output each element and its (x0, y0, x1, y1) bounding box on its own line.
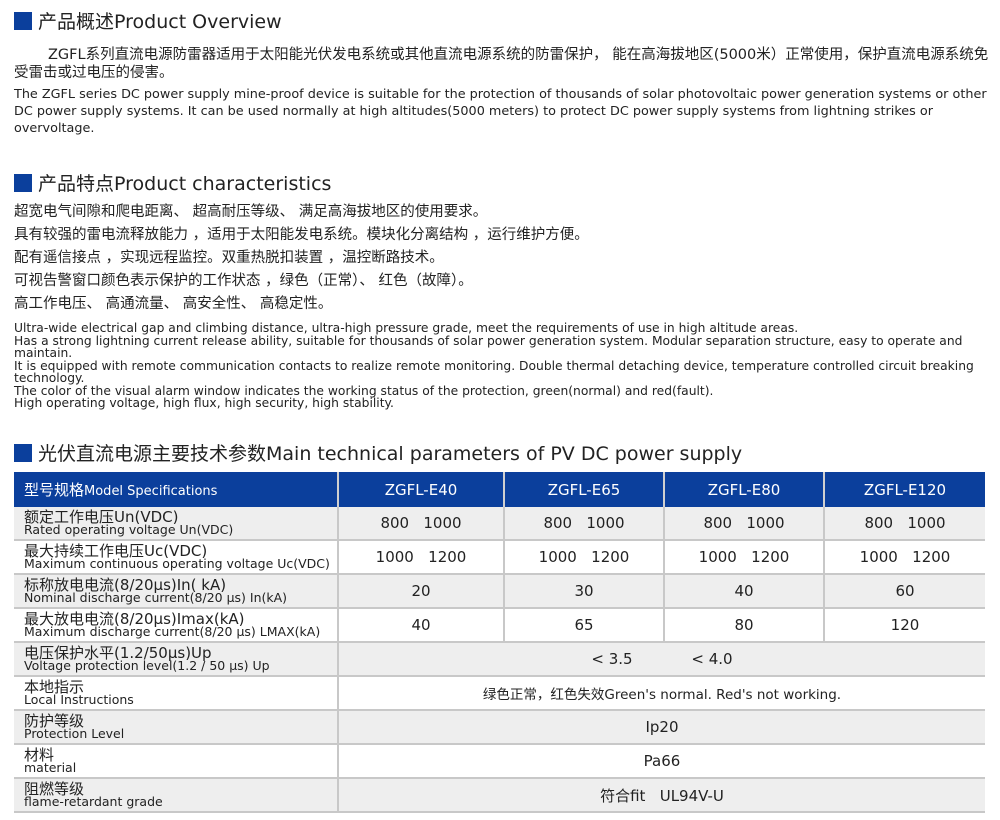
char-en-item: It is equipped with remote communication… (14, 358, 974, 385)
table-row: 防护等级 Protection Level Ip20 (14, 710, 985, 745)
header-model: ZGFL-E40 (338, 472, 505, 507)
table-row: 最大持续工作电压Uc(VDC) Maximum continuous operat… (14, 540, 985, 575)
row-label-zh: 最大持续工作电压Uc(VDC) (24, 542, 208, 560)
table-row: 最大放电电流(8/20μs)Imax(kA) Maximum discharge … (14, 608, 985, 643)
row-label: 本地指示 Local Instructions (14, 676, 339, 711)
overview-heading: 产品概述Product Overview (14, 7, 282, 34)
char-en-item: High operating voltage, high flux, high … (14, 396, 394, 410)
row-label-zh: 本地指示 (24, 678, 85, 696)
square-bullet-icon (14, 173, 32, 192)
row-label: 最大放电电流(8/20μs)Imax(kA) Maximum discharge … (14, 608, 339, 643)
characteristics-heading: 产品特点Product characteristics (14, 169, 331, 196)
row-label: 标称放电电流(8/20μs)In( kA) Nominal discharge c… (14, 574, 339, 609)
params-table: 型号规格Model Specifications ZGFL-E40 ZGFL-E… (14, 472, 985, 813)
row-label-zh: 材料 (24, 746, 55, 764)
row-value: 20 (338, 574, 505, 609)
char-zh-item: 具有较强的雷电流释放能力 ，适用于太阳能发电系统。模块化分离结构 ，运行维护方便… (14, 227, 589, 243)
table-header: 型号规格Model Specifications ZGFL-E40 ZGFL-E… (14, 472, 985, 507)
char-en-item: Ultra-wide electrical gap and climbing d… (14, 321, 799, 335)
row-merged-value: Pa66 (338, 744, 985, 779)
row-label-en: flame-retardant grade (24, 794, 163, 809)
row-value: 1000 1200 (338, 540, 505, 575)
row-value: 800 1000 (338, 507, 505, 541)
char-en-item: Has a strong lightning current release a… (14, 333, 963, 360)
row-value: 60 (824, 574, 985, 609)
row-label: 电压保护水平(1.2/50μs)Up Voltage protection lev… (14, 642, 339, 677)
row-value: 40 (664, 574, 825, 609)
row-label-en: Maximum continuous operating voltage Uc(… (24, 556, 330, 571)
row-label-zh: 电压保护水平(1.2/50μs)Up (24, 644, 212, 662)
row-label: 最大持续工作电压Uc(VDC) Maximum continuous operat… (14, 540, 339, 575)
row-value: 80 (664, 608, 825, 643)
row-label-en: Rated operating voltage Un(VDC) (24, 522, 234, 537)
overview-zh: ZGFL系列直流电源防雷器适用于太阳能光伏发电系统或其他直流电源系统的防雷保护，… (14, 47, 989, 81)
row-label-en: Maximum discharge current(8/20 μs) LMAX(… (24, 624, 321, 639)
row-label-en: material (24, 760, 77, 775)
row-merged-value: < 3.5 < 4.0 (338, 642, 985, 677)
char-zh-item: 配有遥信接点 ，实现远程监控。双重热脱扣装置 ，温控断路技术。 (14, 250, 444, 266)
row-label-en: Voltage protection level(1.2 / 50 μs) Up (24, 658, 270, 673)
row-label-zh: 标称放电电流(8/20μs)In( kA) (24, 576, 227, 594)
row-value: 40 (338, 608, 505, 643)
row-value: 800 1000 (504, 507, 665, 541)
table-row: 本地指示 Local Instructions 绿色正常，红色失效Green's n… (14, 676, 985, 711)
char-zh-item: 超宽电气间隙和爬电距离、 超高耐压等级、 满足高海拔地区的使用要求。 (14, 204, 488, 220)
row-merged-value: 绿色正常，红色失效Green's normal. Red's not worki… (338, 676, 985, 711)
row-label: 额定工作电压Un(VDC) Rated operating voltage Un(… (14, 507, 339, 541)
table-row: 标称放电电流(8/20μs)In( kA) Nominal discharge c… (14, 574, 985, 609)
row-merged-value: 符合fit UL94V-U (338, 778, 985, 813)
header-en: Model Specifications (84, 484, 218, 499)
header-model: ZGFL-E80 (664, 472, 825, 507)
row-value: < 4.0 (691, 650, 733, 668)
row-label-zh: 防护等级 (24, 712, 85, 730)
header-model: ZGFL-E65 (504, 472, 665, 507)
row-value: 800 1000 (664, 507, 825, 541)
row-value: 1000 1200 (664, 540, 825, 575)
table-row: 阻燃等级 flame-retardant grade 符合fit UL94V-U (14, 778, 985, 813)
row-value: 65 (504, 608, 665, 643)
row-value: 800 1000 (824, 507, 985, 541)
characteristics-zh: 超宽电气间隙和爬电距离、 超高耐压等级、 满足高海拔地区的使用要求。 具有较强的… (14, 201, 989, 316)
square-bullet-icon (14, 443, 32, 462)
char-zh-item: 高工作电压、 高通流量、 高安全性、 高稳定性。 (14, 296, 333, 312)
row-value: 120 (824, 608, 985, 643)
row-label-zh: 最大放电电流(8/20μs)Imax(kA) (24, 610, 245, 628)
header-zh: 型号规格 (24, 481, 85, 499)
row-label-zh: 阻燃等级 (24, 780, 85, 798)
row-label: 防护等级 Protection Level (14, 710, 339, 745)
row-value: < 3.5 (591, 650, 633, 668)
characteristics-en: Ultra-wide electrical gap and climbing d… (14, 322, 974, 410)
row-value: 1000 1200 (504, 540, 665, 575)
row-label: 阻燃等级 flame-retardant grade (14, 778, 339, 813)
overview-en: The ZGFL series DC power supply mine-pro… (14, 87, 987, 136)
params-heading: 光伏直流电源主要技术参数Main technical parameters of… (14, 439, 742, 466)
char-en-item: The color of the visual alarm window ind… (14, 383, 714, 398)
row-value: 1000 1200 (824, 540, 985, 575)
row-merged-value: Ip20 (338, 710, 985, 745)
row-label-en: Nominal discharge current(8/20 μs) In(kA… (24, 590, 288, 605)
row-label: 材料 material (14, 744, 339, 779)
row-value: 30 (504, 574, 665, 609)
row-label-en: Local Instructions (24, 692, 134, 707)
table-row: 材料 material Pa66 (14, 744, 985, 779)
header-model: ZGFL-E120 (824, 472, 985, 507)
char-zh-item: 可视告警窗口颜色表示保护的工作状态 ，绿色（正常）、 红色（故障）。 (14, 273, 473, 289)
square-bullet-icon (14, 11, 32, 30)
table-row: 额定工作电压Un(VDC) Rated operating voltage Un(… (14, 507, 985, 541)
table-row: 电压保护水平(1.2/50μs)Up Voltage protection lev… (14, 642, 985, 677)
row-label-en: Protection Level (24, 726, 125, 741)
header-model-spec: 型号规格Model Specifications (14, 472, 339, 507)
row-label-zh: 额定工作电压Un(VDC) (24, 508, 179, 526)
